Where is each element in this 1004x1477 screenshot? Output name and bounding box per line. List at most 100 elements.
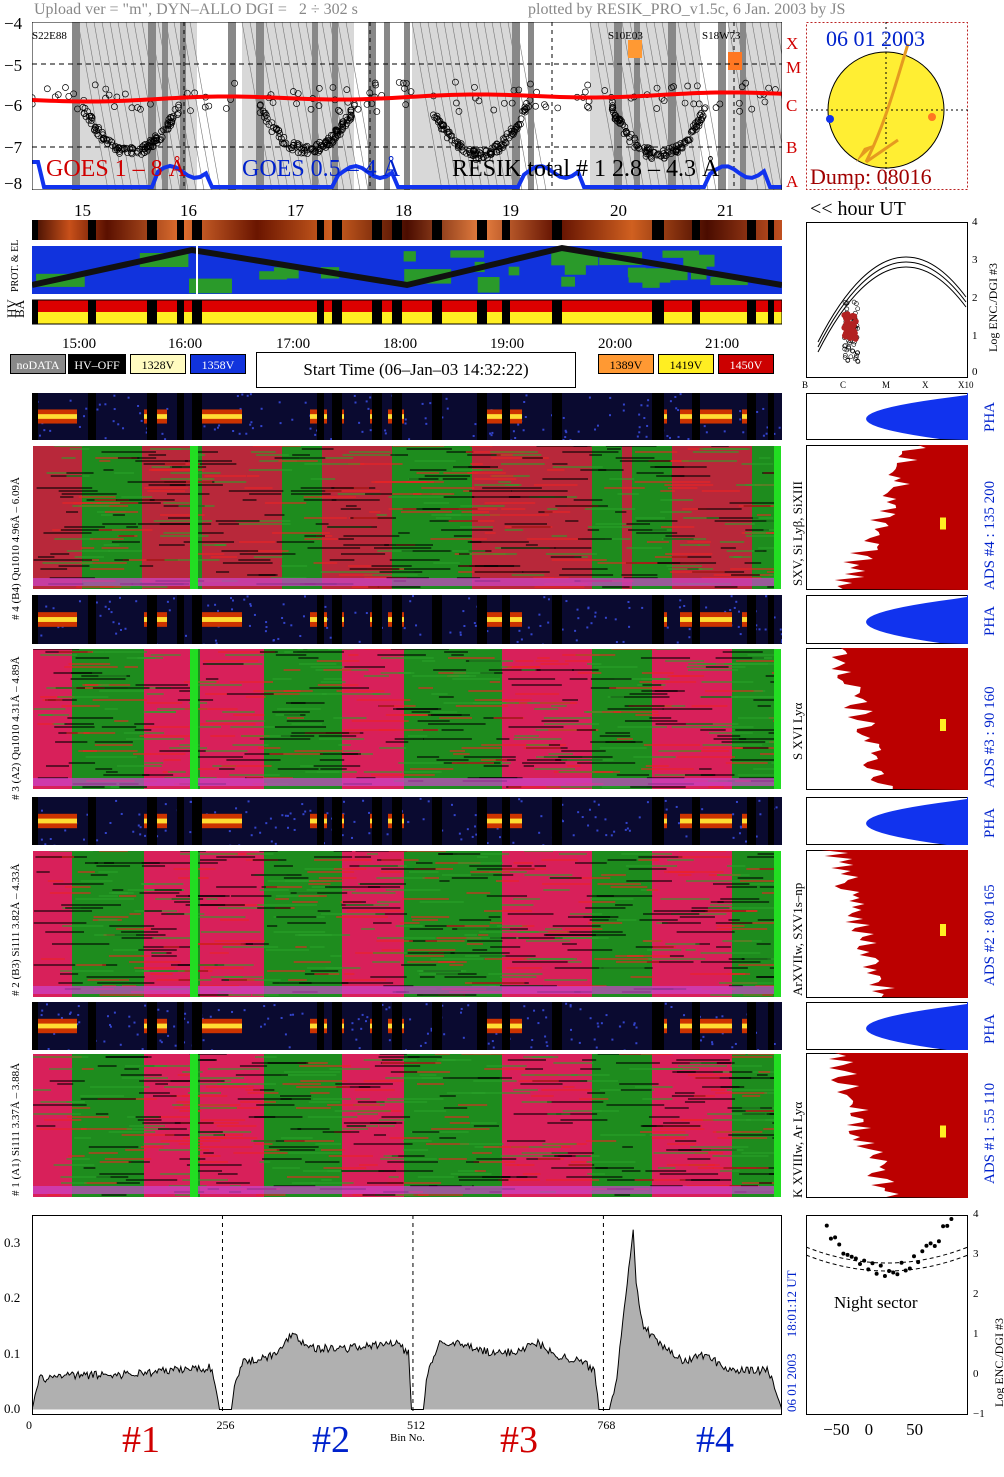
spec-line: [569, 877, 611, 879]
spec-line: [615, 904, 633, 906]
pha-noise: [77, 1005, 80, 1008]
heat-gap: [552, 220, 562, 240]
goes-point: [231, 79, 238, 87]
spec-line: [567, 961, 582, 963]
spectrogram: [32, 850, 782, 998]
spec-line: [554, 547, 592, 549]
goes-point: [201, 103, 209, 111]
pha-noise: [538, 831, 541, 834]
spec-line: [385, 1077, 441, 1079]
spec-line: [121, 496, 153, 498]
spec-line: [33, 1113, 82, 1115]
pha-noise: [578, 1041, 581, 1044]
spec-line: [414, 460, 456, 462]
spec-line: [566, 1176, 623, 1178]
spec-line: [668, 871, 724, 873]
spec-line: [679, 1179, 731, 1181]
goes-point: [313, 140, 321, 148]
spec-line: [125, 1149, 146, 1151]
spec-line: [453, 753, 470, 755]
spec-line: [192, 1161, 228, 1163]
pha-noise: [250, 834, 253, 837]
spec-line: [567, 949, 613, 951]
spec-line: [554, 1155, 572, 1157]
spec-line: [468, 690, 504, 692]
spec-line: [483, 1146, 529, 1148]
spec-line: [320, 1149, 345, 1151]
pha-noise: [755, 1031, 758, 1034]
spec-line: [595, 1167, 634, 1169]
spec-line: [103, 469, 114, 471]
spec-line: [194, 1131, 252, 1133]
pha-noise: [732, 813, 735, 816]
night-point: [837, 1242, 842, 1247]
spec-line: [74, 556, 105, 558]
spec-line: [569, 913, 603, 915]
spec-marker: [774, 1053, 782, 1198]
spec-line: [490, 451, 538, 453]
corr-point: [851, 299, 857, 305]
spec-line: [726, 886, 758, 888]
spec-line: [33, 922, 87, 924]
spec-line: [264, 514, 285, 516]
spec-line: [259, 1161, 271, 1163]
spec-line: [753, 690, 766, 692]
spec-line: [547, 1101, 604, 1103]
sun-panel: 06 01 2003 Dump: 08016: [806, 22, 968, 190]
spec-line: [745, 529, 770, 531]
pha-noise: [284, 814, 287, 817]
spec-line: [244, 487, 273, 489]
pha-noise: [245, 811, 248, 814]
spec-line: [134, 729, 152, 731]
spec-line: [635, 714, 660, 716]
pha-noise: [409, 600, 412, 603]
goes-point: [126, 145, 134, 153]
spec-line: [42, 699, 63, 701]
spec-line: [304, 463, 361, 465]
spec-line: [80, 1098, 136, 1100]
spec-line: [370, 976, 407, 978]
spec-line: [486, 895, 528, 897]
spec-line: [759, 457, 771, 459]
pha-gap: [747, 1002, 756, 1050]
spec-line: [66, 472, 94, 474]
spec-line: [380, 871, 403, 873]
spectrogram: [32, 1053, 782, 1198]
goes-point: [324, 136, 331, 144]
pha-noise: [445, 397, 448, 400]
spec-line: [260, 693, 300, 695]
spec-line: [691, 705, 728, 707]
pha-noise: [274, 826, 277, 829]
spec-line: [167, 771, 186, 773]
class-x: X: [786, 34, 799, 53]
corr-point: [843, 313, 850, 320]
goes-dark-band: [528, 22, 534, 190]
spec-line: [120, 1074, 162, 1076]
spec-line: [679, 916, 715, 918]
heat-gap: [147, 220, 157, 240]
spec-line: [311, 1182, 354, 1184]
pha-noise: [367, 407, 370, 410]
spec-line: [558, 756, 613, 758]
spec-line: [202, 544, 227, 546]
spec-line: [734, 696, 782, 698]
spec-line: [660, 898, 710, 900]
pha-noise: [569, 1005, 572, 1008]
pha-noise: [419, 633, 422, 636]
spec-line: [36, 487, 93, 489]
pha-noise: [430, 1027, 433, 1030]
spec-line: [198, 1134, 224, 1136]
spec-line: [567, 931, 623, 933]
spec-line: [387, 1182, 442, 1184]
goes-point: [112, 142, 119, 150]
pha-noise: [486, 630, 489, 633]
spec-line: [458, 1179, 509, 1181]
goes-point: [601, 87, 609, 94]
spec-line: [272, 711, 310, 713]
sector-4: #4: [696, 1419, 734, 1461]
spec-line: [281, 565, 308, 567]
spec-line: [303, 499, 337, 501]
status-gap: [177, 300, 184, 324]
pha-noise: [78, 1021, 81, 1024]
pha-noise: [86, 813, 89, 816]
